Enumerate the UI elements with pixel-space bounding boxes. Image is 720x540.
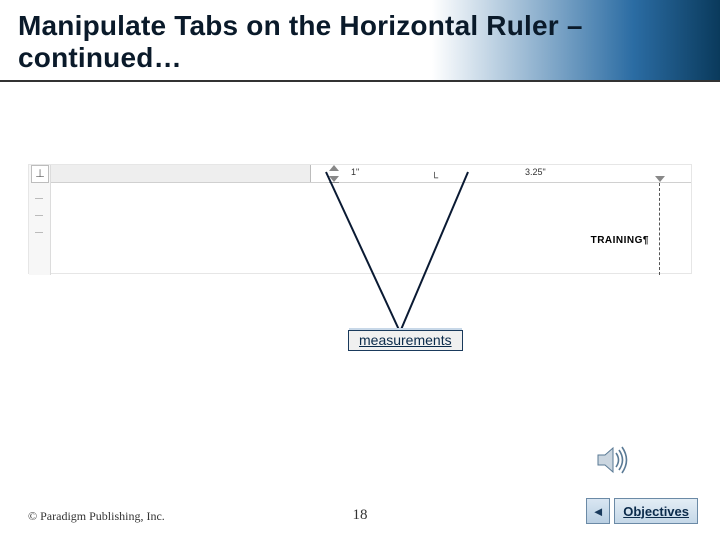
slide-title: Manipulate Tabs on the Horizontal Ruler …	[18, 10, 720, 74]
back-arrow-icon: ◄	[592, 504, 605, 519]
objectives-label: Objectives	[623, 504, 689, 519]
alignment-guide	[659, 183, 660, 275]
slide: Manipulate Tabs on the Horizontal Ruler …	[0, 0, 720, 540]
document-area: TRAINING¶	[51, 183, 691, 273]
page-number: 18	[353, 507, 368, 524]
copyright-text: © Paradigm Publishing, Inc.	[28, 509, 165, 524]
first-line-indent-marker[interactable]	[329, 165, 339, 171]
ruler-margin-region	[51, 165, 311, 182]
horizontal-ruler[interactable]: 1" └ 3.25"	[51, 165, 691, 183]
tab-selector-button[interactable]: ⊥	[31, 165, 49, 183]
ruler-screenshot: ⊥ 1" └ 3.25" TRAINING¶	[28, 164, 692, 274]
ruler-measure-1: 1"	[351, 167, 359, 177]
ruler-measure-2: 3.25"	[525, 167, 546, 177]
audio-icon[interactable]	[594, 442, 630, 478]
back-button[interactable]: ◄	[586, 498, 610, 524]
nav-controls: ◄ Objectives	[586, 498, 698, 524]
right-indent-marker[interactable]	[655, 176, 665, 182]
document-text: TRAINING¶	[591, 235, 649, 246]
title-bar: Manipulate Tabs on the Horizontal Ruler …	[0, 0, 720, 82]
callout-measurements: measurements	[348, 330, 463, 351]
objectives-button[interactable]: Objectives	[614, 498, 698, 524]
vertical-ruler: ⊥	[29, 165, 51, 275]
